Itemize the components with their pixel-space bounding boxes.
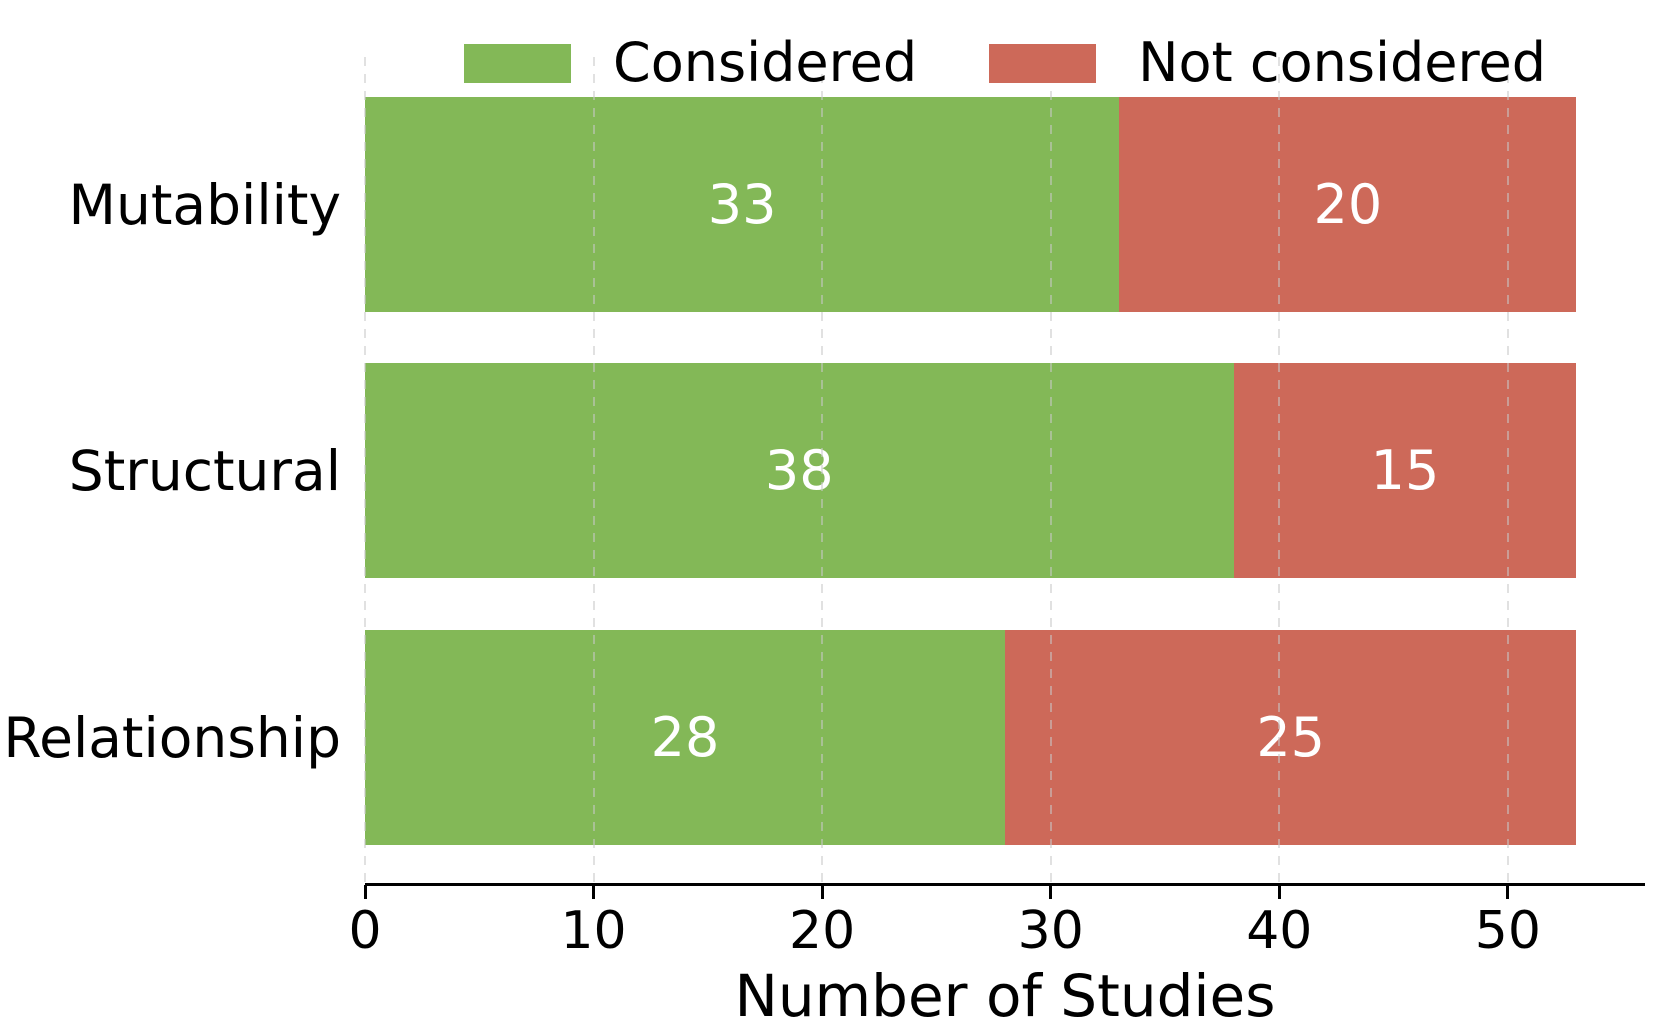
bar-value-label: 28	[650, 705, 720, 769]
x-tick-label-0: 0	[348, 901, 382, 961]
x-tick-0	[363, 885, 367, 899]
bar-value-label: 20	[1313, 172, 1383, 236]
bar-stack-mutability: 33 20	[365, 97, 1577, 312]
legend-item-considered: Considered	[464, 36, 917, 90]
bar-segment-considered: 28	[365, 630, 1005, 845]
bar-value-label: 33	[707, 172, 777, 236]
gridline-10	[592, 57, 595, 883]
legend-swatch-not-considered	[989, 43, 1097, 83]
legend: Considered Not considered	[365, 36, 1645, 90]
x-tick-label-10: 10	[560, 901, 627, 961]
bar-segment-considered: 33	[365, 97, 1120, 312]
bar-value-label: 15	[1370, 438, 1440, 502]
legend-swatch-considered	[464, 43, 571, 83]
bar-segment-not-considered: 20	[1119, 97, 1577, 312]
x-tick-label-30: 30	[1017, 901, 1084, 961]
gridline-40	[1278, 57, 1281, 883]
bar-value-label: 38	[764, 438, 834, 502]
bar-segment-not-considered: 25	[1004, 630, 1577, 845]
bar-stack-relationship: 28 25	[365, 630, 1577, 845]
x-tick-10	[592, 885, 596, 899]
gridline-20	[821, 57, 824, 883]
x-tick-50	[1506, 885, 1510, 899]
gridline-0	[364, 57, 366, 883]
bar-row-relationship: Relationship 28 25	[3, 630, 1645, 845]
category-label-mutability: Mutability	[68, 172, 341, 237]
bar-segment-considered: 38	[365, 363, 1234, 578]
bar-row-mutability: Mutability 33 20	[69, 97, 1645, 312]
legend-label-not-considered: Not considered	[1138, 31, 1546, 94]
category-label-structural: Structural	[68, 438, 341, 503]
bar-stack-structural: 38 15	[365, 363, 1577, 578]
category-label-relationship: Relationship	[3, 705, 341, 770]
x-tick-label-40: 40	[1246, 901, 1313, 961]
plot-area: Mutability 33 20 Structural 38 15	[3, 57, 1645, 1025]
bar-segment-not-considered: 15	[1233, 363, 1577, 578]
x-tick-30	[1049, 885, 1053, 899]
bar-row-structural: Structural 38 15	[69, 363, 1645, 578]
bar-value-label: 25	[1256, 705, 1326, 769]
gridline-50	[1506, 57, 1509, 883]
x-tick-20	[820, 885, 824, 899]
x-axis-label: Number of Studies	[734, 962, 1276, 1030]
x-tick-label-20: 20	[789, 901, 856, 961]
legend-label-considered: Considered	[613, 31, 918, 94]
gridline-30	[1049, 57, 1052, 883]
x-tick-40	[1277, 885, 1281, 899]
legend-item-not-considered: Not considered	[989, 36, 1546, 90]
x-tick-label-50: 50	[1474, 901, 1541, 961]
